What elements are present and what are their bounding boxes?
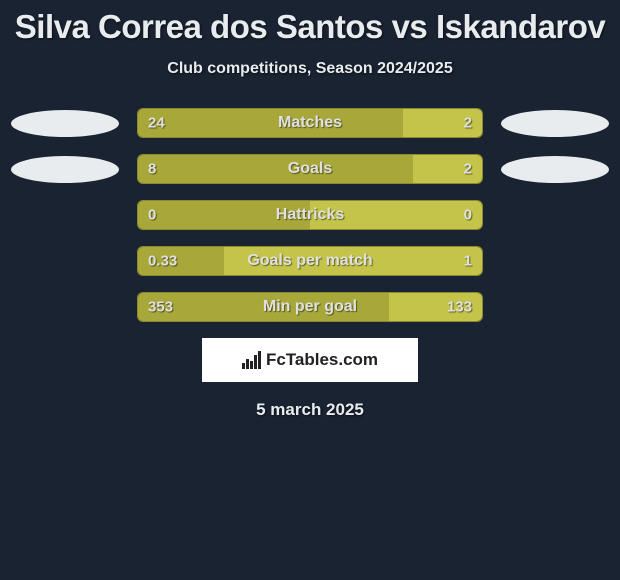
player-left-ellipse xyxy=(11,110,119,137)
stat-bar: 0.33 Goals per match 1 xyxy=(137,246,483,276)
stat-right-value: 133 xyxy=(447,299,472,316)
stat-row: 0 Hattricks 0 xyxy=(0,200,620,230)
stat-right-value: 2 xyxy=(464,161,472,178)
brand-box: FcTables.com xyxy=(202,338,418,382)
stat-left-value: 0 xyxy=(148,207,156,224)
stat-left-value: 24 xyxy=(148,115,165,132)
stat-right-value: 2 xyxy=(464,115,472,132)
page-title: Silva Correa dos Santos vs Iskandarov xyxy=(0,8,620,46)
stat-row: 8 Goals 2 xyxy=(0,154,620,184)
stat-row: 353 Min per goal 133 xyxy=(0,292,620,322)
stat-bar: 24 Matches 2 xyxy=(137,108,483,138)
barchart-icon xyxy=(242,351,262,369)
stat-left-value: 8 xyxy=(148,161,156,178)
stat-left-value: 353 xyxy=(148,299,173,316)
stat-bar: 353 Min per goal 133 xyxy=(137,292,483,322)
stat-bar: 0 Hattricks 0 xyxy=(137,200,483,230)
stat-right-value: 1 xyxy=(464,253,472,270)
stat-label: Goals xyxy=(288,160,332,178)
brand-text: FcTables.com xyxy=(266,350,378,370)
stat-bar-left-segment xyxy=(138,155,413,183)
stat-row: 24 Matches 2 xyxy=(0,108,620,138)
stat-row: 0.33 Goals per match 1 xyxy=(0,246,620,276)
stat-right-value: 0 xyxy=(464,207,472,224)
player-right-ellipse xyxy=(501,156,609,183)
stat-label: Matches xyxy=(278,114,342,132)
stat-label: Hattricks xyxy=(276,206,344,224)
stat-bar-left-segment xyxy=(138,109,403,137)
stats-list: 24 Matches 2 8 Goals 2 0 Hattricks 0 0.33 Goals pe… xyxy=(0,108,620,322)
stat-bar: 8 Goals 2 xyxy=(137,154,483,184)
player-right-ellipse xyxy=(501,110,609,137)
stat-left-value: 0.33 xyxy=(148,253,177,270)
stat-label: Goals per match xyxy=(247,252,372,270)
date-label: 5 march 2025 xyxy=(0,400,620,420)
player-left-ellipse xyxy=(11,156,119,183)
page-subtitle: Club competitions, Season 2024/2025 xyxy=(0,60,620,78)
stat-label: Min per goal xyxy=(263,298,357,316)
comparison-infographic: Silva Correa dos Santos vs Iskandarov Cl… xyxy=(0,0,620,420)
